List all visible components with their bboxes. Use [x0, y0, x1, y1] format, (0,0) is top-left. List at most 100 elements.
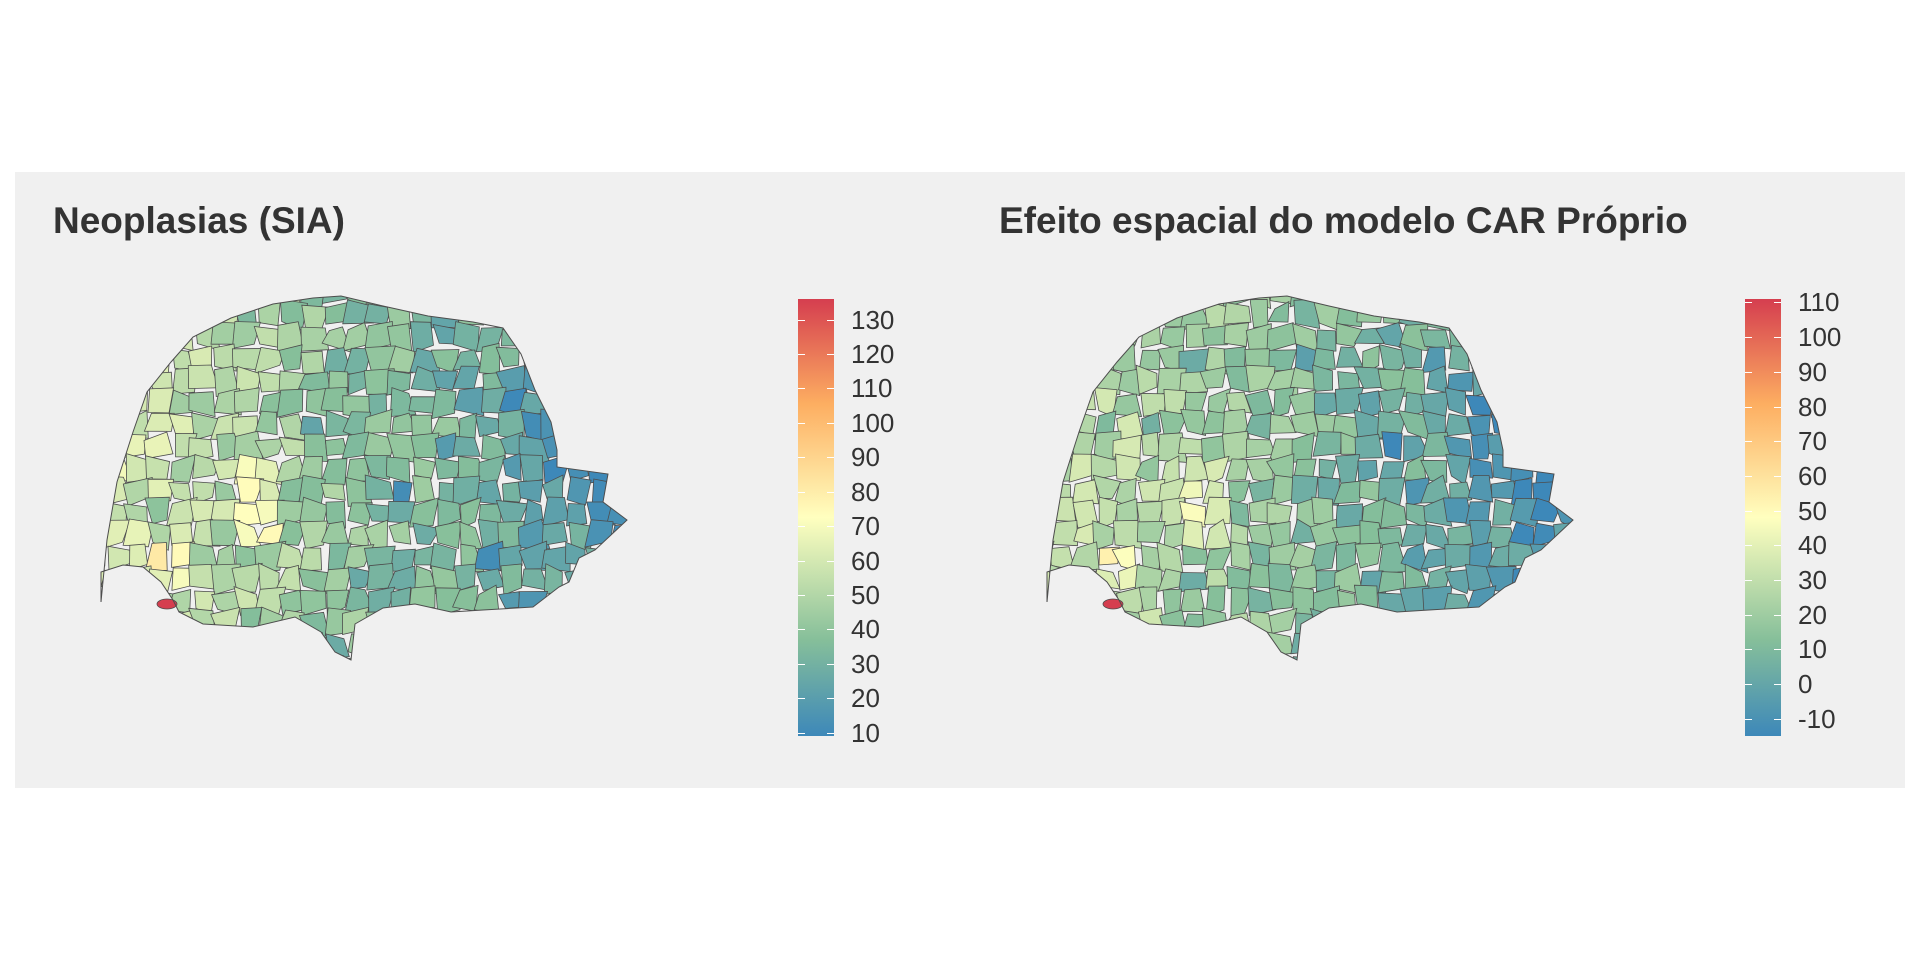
municipality-region: [452, 321, 480, 353]
municipality-region: [1311, 496, 1334, 525]
municipality-region: [348, 370, 367, 396]
municipality-region: [1093, 568, 1121, 590]
municipality-region: [1445, 453, 1472, 486]
legend-tick-mark: [1774, 441, 1781, 443]
municipality-region: [1269, 413, 1297, 434]
municipality-region: [1424, 300, 1451, 332]
municipality-region: [299, 629, 323, 659]
municipality-region: [363, 455, 392, 480]
municipality-region: [1490, 388, 1517, 418]
municipality-region: [591, 478, 614, 506]
municipality-region: [566, 476, 592, 506]
legend-tick-mark: [1774, 475, 1781, 477]
municipality-region: [1291, 432, 1315, 463]
municipality-region: [1399, 342, 1423, 369]
legend-tick-mark: [798, 594, 805, 596]
municipality-region: [1419, 329, 1452, 350]
municipality-region: [347, 566, 374, 590]
legend-colorbar: [798, 299, 834, 736]
municipality-region: [1448, 345, 1470, 372]
municipality-region: [299, 520, 329, 550]
municipality-region: [1092, 474, 1122, 499]
municipality-region: [144, 496, 170, 525]
municipality-region: [299, 547, 323, 572]
municipality-region: [276, 388, 304, 418]
legend-tick-label: 100: [851, 407, 895, 438]
legend-tick-label: 30: [851, 648, 880, 679]
municipality-region: [1224, 365, 1254, 393]
choropleth-map-left: [100, 295, 628, 661]
municipality-region: [587, 454, 616, 484]
legend-tick-mark: [827, 319, 834, 321]
municipality-region: [1444, 413, 1472, 437]
municipality-region: [495, 346, 520, 368]
municipality-region: [1201, 324, 1232, 346]
municipality-region: [434, 520, 462, 550]
municipality-region: [320, 482, 346, 501]
municipality-region: [321, 654, 347, 660]
municipality-region: [1226, 566, 1252, 591]
municipality-region: [213, 343, 237, 372]
municipality-region: [1158, 609, 1189, 637]
municipality-region: [1201, 607, 1229, 638]
municipality-region: [453, 563, 477, 592]
legend-tick-mark: [798, 457, 805, 459]
municipality-region: [254, 438, 285, 459]
municipality-region: [1469, 457, 1494, 479]
municipality-region: [1140, 545, 1162, 571]
municipality-region: [430, 300, 460, 329]
municipality-region: [452, 435, 481, 457]
municipality-region: [412, 475, 435, 504]
municipality-region: [325, 633, 350, 659]
municipality-region: [147, 343, 171, 375]
municipality-region: [1380, 499, 1408, 529]
legend-tick-label: 40: [851, 614, 880, 645]
municipality-region: [1318, 458, 1338, 480]
municipality-region: [388, 520, 412, 545]
municipality-region: [1179, 370, 1209, 395]
municipality-region: [187, 364, 219, 390]
municipality-region: [125, 565, 154, 594]
municipality-region: [1159, 409, 1189, 439]
municipality-region: [278, 519, 308, 546]
municipality-region-highlight: [156, 598, 178, 610]
municipality-region: [409, 321, 434, 354]
legend-colorbar: [1745, 299, 1781, 736]
legend-tick-mark: [798, 629, 805, 631]
municipality-region: [517, 479, 544, 503]
municipality-region: [460, 496, 482, 529]
municipality-region: [541, 496, 570, 528]
municipality-region: [144, 542, 168, 572]
municipality-region: [1357, 459, 1379, 483]
legend-tick-mark: [827, 526, 834, 528]
municipality-region: [1111, 393, 1143, 417]
legend-tick-label: 110: [1798, 287, 1840, 318]
municipality-region: [231, 562, 263, 593]
municipality-region: [1269, 296, 1294, 305]
municipality-region: [1177, 480, 1204, 500]
municipality-region: [1266, 631, 1294, 657]
figure-panel: Neoplasias (SIA) Efeito espacial do mode…: [15, 172, 1905, 788]
municipality-region: [328, 370, 349, 393]
municipality-region: [101, 570, 128, 590]
municipality-region: [1267, 300, 1290, 323]
municipality-region: [497, 591, 521, 609]
municipality-region: [390, 586, 412, 614]
municipality-region: [1156, 541, 1184, 574]
legend-tick-mark: [1745, 683, 1752, 685]
legend-tick-mark: [827, 457, 834, 459]
municipality-region: [1312, 431, 1342, 457]
municipality-region: [1225, 458, 1250, 481]
legend-tick-mark: [1745, 718, 1752, 720]
legend-tick-label: 110: [851, 373, 893, 404]
legend-tick-mark: [1745, 614, 1752, 616]
municipality-region: [412, 522, 441, 546]
choropleth-map-right: [1046, 295, 1574, 661]
legend-tick-label: 20: [1798, 599, 1827, 630]
municipality-region: [1381, 431, 1403, 461]
legend-tick-mark: [1774, 406, 1781, 408]
municipality-region: [240, 607, 263, 638]
municipality-region: [1244, 389, 1274, 420]
legend-tick-mark: [798, 560, 805, 562]
municipality-region: [1312, 347, 1336, 370]
